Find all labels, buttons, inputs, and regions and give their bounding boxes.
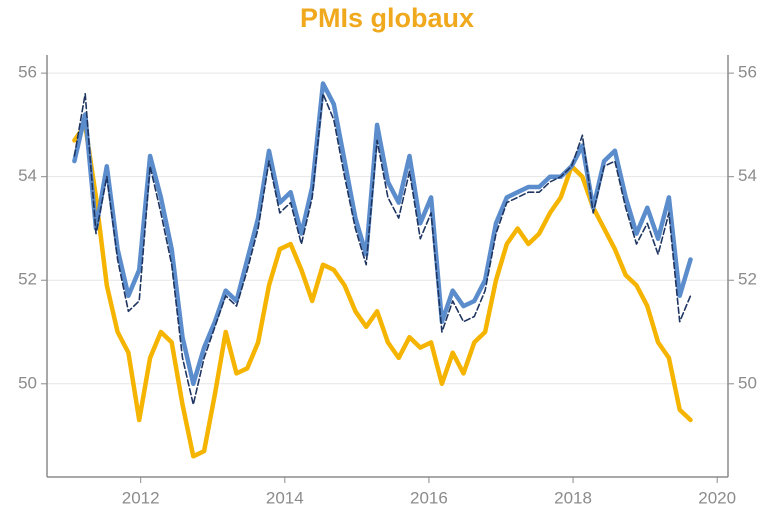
y2-tick-label: 50 [738,373,757,392]
y-tick-label: 52 [18,270,37,289]
x-tick-label: 2020 [698,488,736,507]
series-line [72,122,693,459]
y2-tick-label: 54 [738,166,757,185]
x-tick-label: 2012 [122,488,160,507]
y-tick-label: 56 [18,63,37,82]
x-tick-label: 2018 [554,488,592,507]
chart-title: PMIs globaux [300,3,474,33]
y-tick-label: 54 [18,166,37,185]
x-tick-label: 2014 [266,488,304,507]
x-tick-label: 2016 [410,488,448,507]
series-line [73,93,692,406]
y2-tick-label: 56 [738,63,757,82]
y2-tick-label: 52 [738,270,757,289]
y-tick-label: 50 [18,373,37,392]
